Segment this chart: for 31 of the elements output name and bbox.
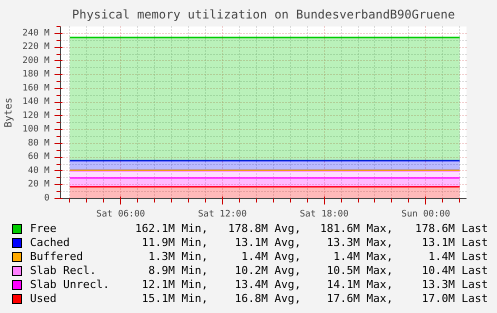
text: 1.3M Min, 1.4M Avg, 1.4M Max, 1.4M Last: [148, 250, 488, 263]
y-tick-label: 220 M: [22, 42, 50, 52]
x-tick-label: Sun 00:00: [401, 210, 450, 220]
x-tick-label: Sat 06:00: [96, 210, 146, 220]
y-tick-label: 80 M: [28, 138, 50, 148]
text: 12.1M Min, 13.4M Avg, 14.1M Max, 13.3M Last: [142, 278, 488, 291]
y-tick-label: 120 M: [22, 110, 50, 121]
text: 15.1M Min, 16.8M Avg, 17.6M Max, 17.0M Last: [142, 292, 488, 305]
y-tick-label: 0: [44, 194, 50, 204]
y-tick-label: 100 M: [22, 124, 50, 135]
legend-label: Free: [29, 222, 58, 236]
y-tick-label: 240 M: [22, 28, 50, 38]
y-tick-label: 40 M: [28, 166, 50, 176]
legend-label: Slab Unrecl.: [29, 278, 110, 292]
text: 11.9M Min, 13.1M Avg, 13.3M Max, 13.1M Last: [142, 236, 488, 249]
legend-label: Used: [29, 292, 58, 306]
y-tick-label: 60 M: [28, 152, 50, 162]
y-tick-label: 200 M: [22, 56, 50, 66]
y-tick-label: 160 M: [22, 83, 50, 94]
y-tick-label: 140 M: [22, 97, 50, 108]
y-tick-label: 180 M: [22, 70, 50, 80]
chart-title: Physical memory utilization on BundesverbandB90Gruene: [72, 8, 455, 22]
y-tick-label: 20 M: [28, 180, 50, 190]
text: 8.9M Min, 10.2M Avg, 10.5M Max, 10.4M Last: [148, 264, 488, 277]
text: 162.1M Min, 178.8M Avg, 181.6M Max, 178.6M Last: [135, 222, 488, 235]
x-tick-label: Sat 18:00: [300, 210, 348, 220]
y-axis-title: Bytes: [3, 97, 14, 128]
legend-label: Slab Recl.: [29, 264, 98, 278]
legend-label: Cached: [29, 236, 71, 250]
x-tick-label: Sat 12:00: [198, 210, 247, 220]
legend-label: Buffered: [29, 250, 84, 264]
